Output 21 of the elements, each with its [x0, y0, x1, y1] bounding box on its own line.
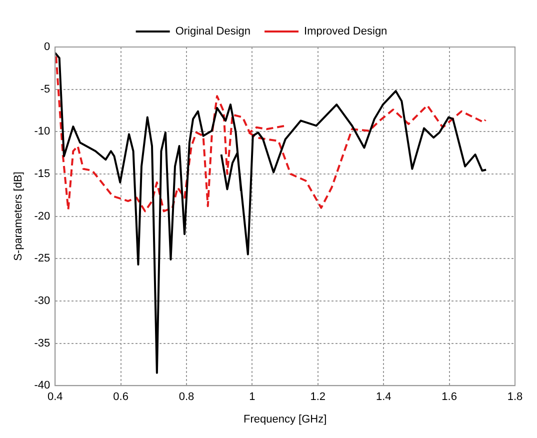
- y-tick-label: -35: [34, 337, 50, 350]
- legend-label: Original Design: [175, 26, 251, 38]
- x-axis-title: Frequency [GHz]: [243, 413, 327, 426]
- x-tick-label: 0.6: [113, 391, 128, 404]
- y-tick-label: -20: [34, 210, 50, 222]
- y-tick-label: 0: [44, 41, 50, 54]
- x-tick-label: 1: [249, 391, 256, 404]
- y-tick-label: -25: [34, 252, 50, 265]
- x-tick-label: 0.4: [47, 391, 63, 404]
- y-tick-label: -5: [40, 83, 50, 96]
- y-tick-label: -15: [34, 168, 50, 180]
- y-tick-label: -30: [34, 294, 50, 307]
- x-tick-label: 1.6: [442, 391, 457, 404]
- x-tick-label: 1.2: [310, 391, 326, 404]
- x-tick-label: 1.8: [507, 391, 523, 404]
- y-tick-label: -10: [34, 126, 50, 138]
- y-axis-title: S-parameters [dB]: [12, 172, 25, 261]
- y-tick-label: -40: [34, 380, 50, 392]
- x-tick-label: 1.4: [376, 391, 392, 404]
- x-tick-label: 0.8: [178, 391, 194, 404]
- legend-label: Improved Design: [304, 26, 388, 38]
